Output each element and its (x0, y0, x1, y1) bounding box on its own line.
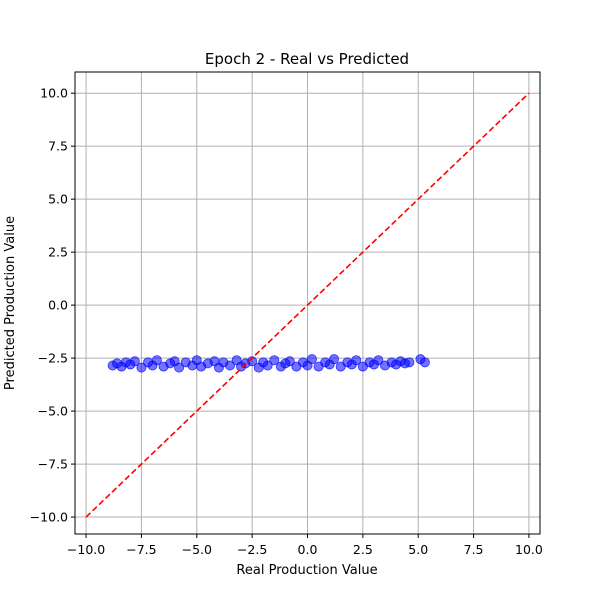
y-tick-label: 2.5 (48, 245, 68, 260)
x-tick-label: −5.0 (182, 542, 212, 557)
x-tick-label: 7.5 (464, 542, 484, 557)
data-point (284, 356, 295, 367)
data-point (136, 362, 147, 373)
x-tick-label: 2.5 (353, 542, 373, 557)
x-tick-label: −7.5 (126, 542, 156, 557)
data-point (174, 362, 185, 373)
ideal-fit-line (85, 92, 530, 518)
data-point (129, 356, 140, 367)
data-point (351, 355, 362, 366)
y-tick-label: 5.0 (48, 192, 68, 207)
x-tick-label: −2.5 (237, 542, 267, 557)
x-axis-label: Real Production Value (236, 563, 377, 578)
data-point (306, 354, 317, 365)
x-tick-label: −10.0 (67, 542, 105, 557)
ideal-line-group (85, 92, 530, 518)
y-tick-label: 7.5 (48, 139, 68, 154)
data-point (269, 355, 280, 366)
grid (75, 72, 540, 534)
chart-title: Epoch 2 - Real vs Predicted (205, 50, 409, 68)
y-tick-label: −7.5 (38, 457, 68, 472)
y-axis-label: Predicted Production Value (3, 216, 18, 390)
data-point (247, 356, 258, 367)
data-point (373, 355, 384, 366)
x-tick-label: 5.0 (408, 542, 428, 557)
data-point (262, 360, 273, 371)
data-point (329, 354, 340, 365)
data-point (419, 357, 430, 368)
x-tick-label: 10.0 (515, 542, 543, 557)
y-tick-label: 0.0 (48, 298, 68, 313)
x-tick-label: 0.0 (298, 542, 318, 557)
data-point (224, 360, 235, 371)
data-point (151, 355, 162, 366)
y-tick-label: −10.0 (30, 510, 68, 525)
data-points (107, 354, 430, 373)
y-tick-label: −5.0 (38, 404, 68, 419)
y-tick-label: −2.5 (38, 351, 68, 366)
axis-ticks: −10.0 −7.5 −5.0 −2.5 0.0 2.5 5.0 7.5 10.0 −10.0 −7… (30, 86, 543, 557)
y-tick-label: 10.0 (40, 86, 68, 101)
data-point (404, 357, 415, 368)
